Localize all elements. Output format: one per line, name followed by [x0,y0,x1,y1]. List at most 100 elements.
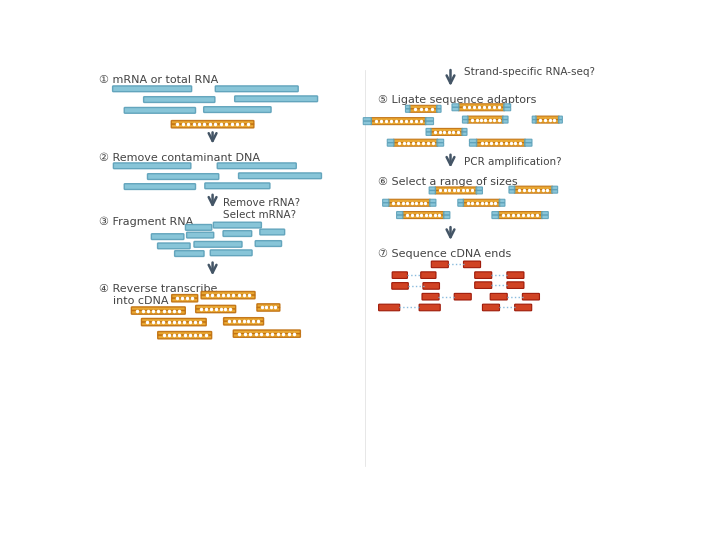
FancyBboxPatch shape [552,190,557,193]
FancyBboxPatch shape [389,199,430,203]
FancyBboxPatch shape [509,190,515,193]
FancyBboxPatch shape [402,215,444,219]
FancyBboxPatch shape [394,139,438,143]
Text: ② Remove contaminant DNA: ② Remove contaminant DNA [99,154,260,163]
FancyBboxPatch shape [436,105,441,109]
FancyBboxPatch shape [392,282,408,289]
Text: Strand-specific RNA-seq?: Strand-specific RNA-seq? [464,67,595,77]
FancyBboxPatch shape [143,97,215,102]
FancyBboxPatch shape [213,222,262,228]
FancyBboxPatch shape [558,120,562,123]
FancyBboxPatch shape [476,187,482,190]
FancyBboxPatch shape [124,108,195,113]
Text: ④ Reverse transcribe
    into cDNA: ④ Reverse transcribe into cDNA [99,285,218,306]
FancyBboxPatch shape [426,128,431,132]
FancyBboxPatch shape [174,250,204,256]
FancyBboxPatch shape [151,234,184,240]
FancyBboxPatch shape [509,186,515,189]
FancyBboxPatch shape [515,304,531,311]
FancyBboxPatch shape [410,109,438,113]
FancyBboxPatch shape [503,116,508,120]
Text: ① mRNA or total RNA: ① mRNA or total RNA [99,75,218,85]
FancyBboxPatch shape [201,295,255,299]
FancyBboxPatch shape [217,163,296,169]
FancyBboxPatch shape [185,225,212,230]
FancyBboxPatch shape [234,334,301,337]
FancyBboxPatch shape [474,272,492,279]
FancyBboxPatch shape [371,121,426,124]
FancyBboxPatch shape [383,199,389,203]
Text: Remove rRNA?
Select mRNA?: Remove rRNA? Select mRNA? [224,198,301,220]
FancyBboxPatch shape [541,215,548,219]
FancyBboxPatch shape [223,230,252,236]
FancyBboxPatch shape [514,186,552,189]
FancyBboxPatch shape [467,116,503,120]
FancyBboxPatch shape [426,132,431,135]
FancyBboxPatch shape [224,318,264,321]
FancyBboxPatch shape [558,116,562,120]
FancyBboxPatch shape [389,203,430,206]
FancyBboxPatch shape [431,261,448,268]
FancyBboxPatch shape [141,319,206,322]
FancyBboxPatch shape [437,143,443,146]
Text: PCR amplification?: PCR amplification? [464,156,562,167]
FancyBboxPatch shape [203,107,271,113]
FancyBboxPatch shape [514,190,552,193]
FancyBboxPatch shape [257,304,280,307]
FancyBboxPatch shape [477,139,526,143]
FancyBboxPatch shape [462,128,467,132]
FancyBboxPatch shape [387,143,394,146]
FancyBboxPatch shape [387,139,394,143]
FancyBboxPatch shape [419,304,441,311]
FancyBboxPatch shape [194,241,242,247]
FancyBboxPatch shape [498,212,542,215]
FancyBboxPatch shape [158,243,190,249]
FancyBboxPatch shape [541,212,548,215]
FancyBboxPatch shape [113,163,191,169]
FancyBboxPatch shape [423,282,440,289]
FancyBboxPatch shape [371,117,426,121]
FancyBboxPatch shape [425,121,433,124]
FancyBboxPatch shape [405,105,410,109]
FancyBboxPatch shape [420,272,436,279]
FancyBboxPatch shape [507,282,524,288]
FancyBboxPatch shape [536,120,559,123]
FancyBboxPatch shape [436,109,441,113]
FancyBboxPatch shape [425,117,433,121]
FancyBboxPatch shape [462,116,468,120]
FancyBboxPatch shape [469,139,477,143]
FancyBboxPatch shape [504,107,510,111]
FancyBboxPatch shape [498,215,542,219]
FancyBboxPatch shape [454,293,472,300]
FancyBboxPatch shape [257,307,280,311]
FancyBboxPatch shape [158,335,212,339]
FancyBboxPatch shape [492,212,499,215]
Text: ③ Fragment RNA: ③ Fragment RNA [99,216,194,227]
FancyBboxPatch shape [397,212,403,215]
FancyBboxPatch shape [459,104,505,107]
FancyBboxPatch shape [124,184,195,189]
FancyBboxPatch shape [462,132,467,135]
FancyBboxPatch shape [435,187,477,190]
FancyBboxPatch shape [482,304,500,311]
FancyBboxPatch shape [523,293,539,300]
FancyBboxPatch shape [172,121,254,124]
FancyBboxPatch shape [383,203,389,206]
FancyBboxPatch shape [239,173,322,179]
FancyBboxPatch shape [201,292,255,295]
FancyBboxPatch shape [392,272,407,279]
FancyBboxPatch shape [458,199,464,203]
FancyBboxPatch shape [532,120,536,123]
FancyBboxPatch shape [503,120,508,123]
FancyBboxPatch shape [536,116,559,120]
FancyBboxPatch shape [429,187,435,190]
FancyBboxPatch shape [532,116,536,120]
FancyBboxPatch shape [504,104,510,107]
FancyBboxPatch shape [463,203,500,206]
FancyBboxPatch shape [499,203,505,206]
FancyBboxPatch shape [430,199,436,203]
FancyBboxPatch shape [112,86,192,91]
FancyBboxPatch shape [195,309,236,313]
FancyBboxPatch shape [467,120,503,123]
FancyBboxPatch shape [422,293,439,300]
